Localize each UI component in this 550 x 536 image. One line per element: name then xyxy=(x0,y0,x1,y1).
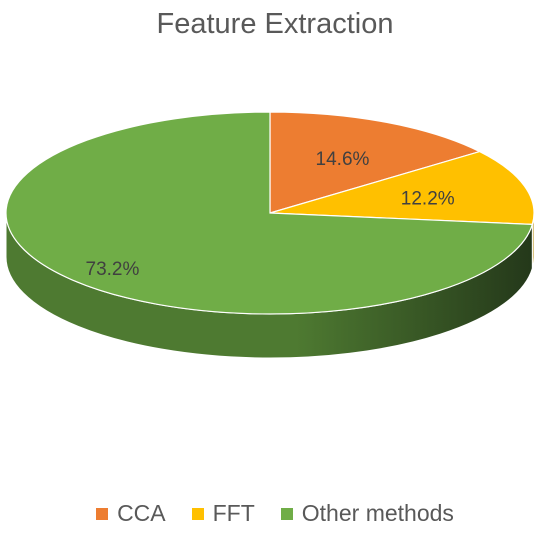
legend-item-fft: FFT xyxy=(192,500,255,527)
legend-swatch-other-methods xyxy=(281,508,293,520)
legend-item-other-methods: Other methods xyxy=(281,500,454,527)
data-label-cca: 14.6% xyxy=(316,149,370,170)
legend-swatch-fft xyxy=(192,508,204,520)
legend-item-cca: CCA xyxy=(96,500,166,527)
legend-label-other-methods: Other methods xyxy=(302,500,454,527)
data-label-other-methods: 73.2% xyxy=(86,259,140,280)
legend-swatch-cca xyxy=(96,508,108,520)
legend-label-fft: FFT xyxy=(213,500,255,527)
legend-label-cca: CCA xyxy=(117,500,166,527)
legend: CCA FFT Other methods xyxy=(0,500,550,527)
data-label-fft: 12.2% xyxy=(401,188,455,209)
